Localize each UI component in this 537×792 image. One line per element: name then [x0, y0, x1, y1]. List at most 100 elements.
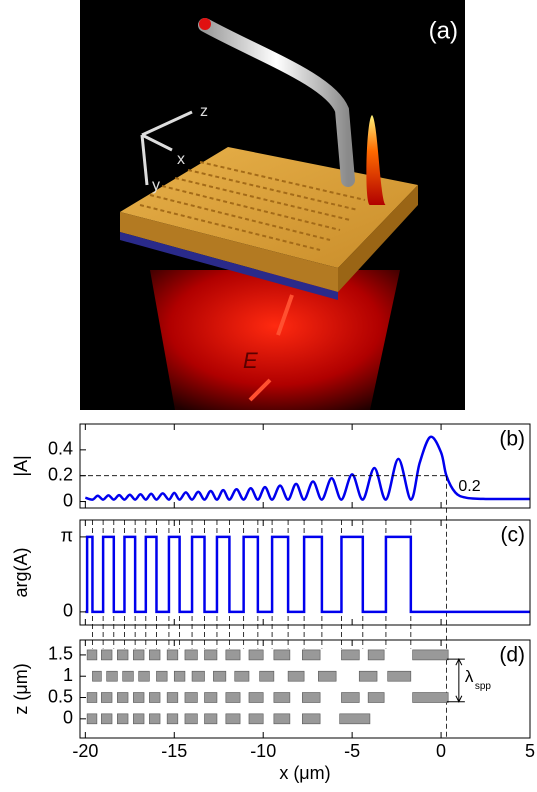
panel-label: (c) [501, 524, 526, 547]
field-label: E [243, 348, 258, 373]
grating-block [184, 649, 198, 661]
axes-arrows [140, 110, 193, 186]
grating-block [412, 649, 449, 661]
grating-block [248, 649, 264, 661]
x-axis-label: x (μm) [279, 763, 330, 783]
grating-block [191, 670, 205, 682]
panel-label: (d) [499, 644, 525, 667]
grating-block [225, 649, 241, 661]
y-axis-label: |A| [11, 455, 31, 476]
grating-block [122, 670, 134, 682]
panel-a-image: z x y E (a) [80, 0, 465, 410]
grating-block [92, 670, 102, 682]
grating-block [117, 649, 129, 661]
x-tick-label: -10 [250, 741, 276, 761]
grating-block [234, 670, 250, 682]
grating-block [287, 670, 305, 682]
grating-block [248, 692, 264, 703]
x-tick-label: -5 [344, 741, 360, 761]
plate-side [338, 185, 418, 292]
grating-block [166, 713, 179, 725]
grating-block [302, 692, 321, 703]
grating-block [149, 713, 161, 725]
y-tick-label: 0 [63, 601, 73, 621]
grating-block [204, 713, 218, 725]
grating-block [341, 692, 360, 703]
grating-block [106, 670, 118, 682]
axes-box [79, 639, 531, 739]
grating-block [166, 692, 179, 703]
amplitude-line [84, 435, 531, 501]
grating-block [149, 649, 161, 661]
grating-block [213, 670, 227, 682]
grating-block [387, 670, 412, 682]
grating-block [259, 670, 275, 682]
grating-block [149, 692, 161, 703]
y-tick-label: π [61, 526, 73, 546]
y-axis-label: z (μm) [11, 663, 31, 714]
grating-block [302, 649, 321, 661]
grating-block [412, 692, 449, 703]
probe-end [199, 18, 211, 30]
grating-block [184, 713, 198, 725]
grating-block [225, 713, 241, 725]
phase-line [85, 535, 530, 614]
grating-block [156, 670, 168, 682]
field-arrow [248, 294, 294, 402]
substrate [120, 232, 338, 300]
grating-block [273, 649, 291, 661]
grating-block [101, 713, 113, 725]
spp-peak [366, 115, 386, 205]
grating-block [138, 670, 150, 682]
grating-block [341, 649, 360, 661]
y-tick-label: 0.2 [48, 464, 73, 484]
grating-block [133, 649, 145, 661]
grating-block [273, 713, 291, 725]
grating-block [302, 713, 321, 725]
axis-label: y [152, 177, 160, 194]
axis-label: x [177, 151, 185, 168]
grating-block [358, 670, 378, 682]
grating-block [204, 649, 218, 661]
grating-block [318, 670, 337, 682]
y-tick-label: 0.4 [48, 439, 73, 459]
grating-block [133, 692, 145, 703]
grating-block [101, 692, 113, 703]
grating-block [204, 692, 218, 703]
y-axis-label: arg(A) [11, 547, 31, 597]
grating-block [86, 713, 98, 725]
grating-block [166, 649, 179, 661]
grating-block [367, 692, 385, 703]
grating-block [367, 649, 385, 661]
grating-block [225, 692, 241, 703]
grating-block [133, 713, 145, 725]
grating-block [86, 649, 98, 661]
laser-beam [150, 270, 400, 410]
grating-block [184, 692, 198, 703]
grating-block [117, 692, 129, 703]
annotation-label: 0.2 [458, 478, 480, 495]
axis-label: z [200, 103, 208, 120]
y-tick-label: 1.5 [48, 644, 73, 664]
grating-block [248, 713, 264, 725]
grating-block [117, 713, 129, 725]
axes-box [79, 423, 531, 509]
x-tick-label: 5 [525, 741, 535, 761]
grating-block [173, 670, 186, 682]
y-tick-label: 1 [63, 665, 73, 685]
grating [139, 161, 366, 251]
y-tick-label: 0 [63, 490, 73, 510]
axes-box [79, 519, 531, 626]
y-tick-label: 0.5 [48, 686, 73, 706]
grating-block [86, 692, 98, 703]
grating-block [273, 692, 291, 703]
x-tick-label: -15 [161, 741, 187, 761]
grating-block [101, 649, 113, 661]
probe-tip [198, 18, 355, 187]
plate-front [120, 212, 338, 292]
x-tick-label: -20 [72, 741, 98, 761]
x-tick-label: 0 [436, 741, 446, 761]
panel-label: (a) [429, 17, 458, 44]
